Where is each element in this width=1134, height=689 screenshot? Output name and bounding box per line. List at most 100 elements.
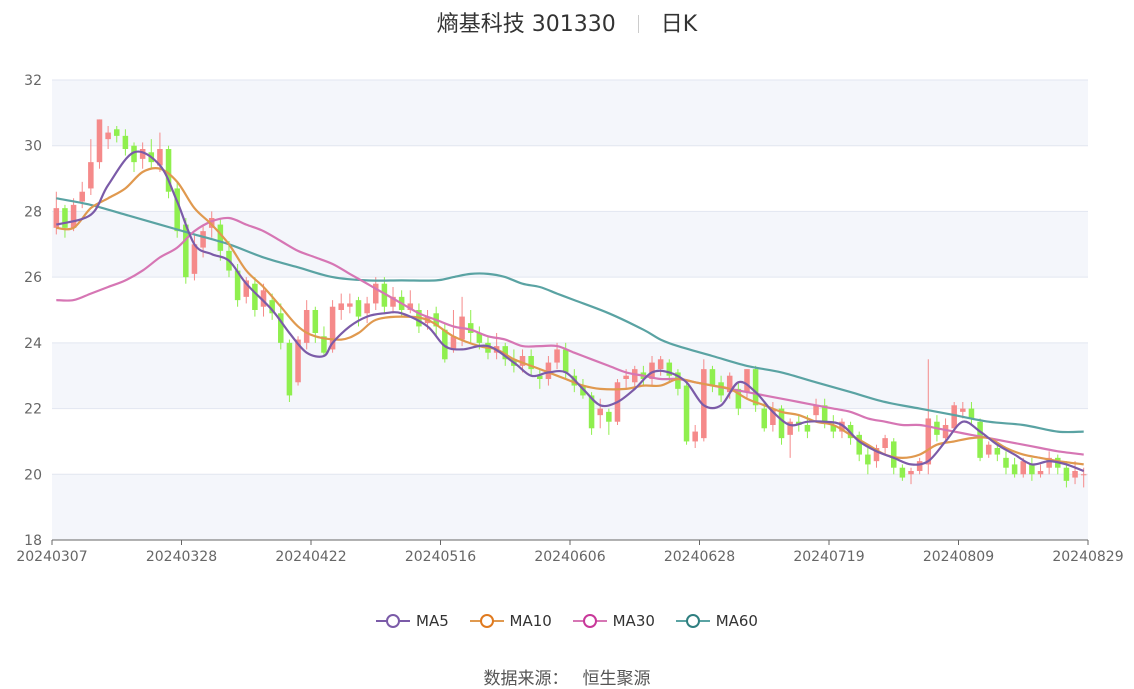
candle-down (286, 339, 293, 402)
candle-body (96, 119, 103, 163)
source-value: 恒生聚源 (582, 669, 651, 689)
candle-down (865, 448, 871, 475)
candle-body (925, 418, 932, 465)
x-tick-label: 20240606 (534, 549, 605, 565)
candle-up (960, 402, 966, 419)
grid-band (52, 474, 1088, 540)
candle-body (916, 461, 923, 471)
candle-up (554, 342, 560, 370)
candle-body (139, 149, 146, 159)
candle-down (183, 218, 189, 284)
candle-body (899, 467, 906, 478)
grid-band (52, 80, 1088, 146)
candle-body (122, 135, 129, 149)
candle-body (269, 300, 275, 314)
candle-body (597, 408, 603, 416)
x-tick-label: 20240628 (664, 549, 735, 565)
candle-body (606, 411, 612, 422)
candle-body (131, 145, 137, 163)
candle-up (631, 365, 638, 389)
candle-body (813, 405, 819, 416)
candle-down (968, 402, 975, 425)
candle-body (580, 385, 586, 396)
ma5-legend-icon (376, 614, 410, 628)
candle-down (537, 369, 543, 389)
candle-body (234, 270, 241, 301)
legend-ma30[interactable]: MA30 (572, 612, 655, 630)
candle-body (554, 349, 560, 363)
candle-body (537, 375, 543, 379)
candle-body (839, 421, 845, 432)
grid-bands (52, 80, 1088, 540)
candle-body (390, 296, 396, 307)
candle-body (960, 408, 966, 412)
legend-ma5[interactable]: MA5 (376, 612, 449, 630)
ma5-line (55, 150, 1085, 473)
candle-body (1072, 471, 1078, 478)
candle-down (856, 431, 862, 462)
candle-body (355, 300, 362, 317)
candle-body (105, 132, 111, 140)
candle-down (675, 369, 681, 396)
candle-up (701, 359, 707, 442)
candle-body (1011, 464, 1018, 475)
candle-body (830, 425, 837, 432)
candle-down (1055, 454, 1061, 475)
moving-average-lines (55, 150, 1085, 473)
candle-down (752, 365, 759, 412)
candle-up (372, 277, 379, 310)
x-tick-label: 20240809 (923, 549, 994, 565)
candle-body (278, 313, 284, 343)
y-tick-label: 30 (24, 139, 42, 155)
candle-down (994, 444, 1001, 462)
candle-body (718, 382, 724, 396)
candle-up (70, 198, 77, 232)
candle-down (1011, 457, 1018, 478)
candle-body (588, 395, 595, 429)
candle-body (286, 342, 293, 396)
candle-body (528, 356, 534, 370)
candle-up (882, 434, 888, 455)
candle-down (899, 464, 906, 481)
candle-body (338, 303, 344, 310)
candle-down (122, 129, 129, 156)
candle-body (545, 362, 552, 379)
candles (53, 119, 1087, 488)
candle-down (217, 218, 224, 261)
candle-down (165, 145, 172, 199)
source-label: 数据来源： (483, 669, 569, 689)
candle-up (649, 356, 655, 386)
legend-ma60[interactable]: MA60 (675, 612, 758, 630)
candle-body (692, 431, 698, 442)
candle-down (606, 408, 612, 435)
candle-up (1072, 461, 1078, 485)
x-axis: 20240307 20240328 20240422 20240516 20240606… (16, 539, 1124, 565)
candle-body (675, 372, 681, 389)
candle-up (1046, 451, 1052, 475)
candle-body (329, 306, 336, 350)
candle-body (701, 369, 707, 439)
candle-body (623, 375, 629, 379)
candle-body (191, 244, 198, 274)
candle-down (278, 303, 284, 350)
candle-body (1037, 471, 1044, 475)
candle-body (519, 356, 526, 366)
candle-down (252, 277, 258, 317)
ma30-legend-icon (572, 614, 607, 628)
candle-down (718, 375, 724, 402)
stock-name: 熵基科技 301330 (436, 12, 616, 37)
candle-down (528, 349, 534, 376)
y-tick-label: 20 (24, 467, 42, 483)
candle-up (813, 398, 819, 422)
candle-body (735, 388, 742, 409)
candle-body (666, 362, 673, 376)
chart-title: 熵基科技 301330 日K (0, 6, 1134, 38)
candle-body (1080, 474, 1087, 476)
period-label[interactable]: 日K (660, 12, 698, 37)
candle-body (252, 283, 258, 310)
legend-ma10[interactable]: MA10 (469, 612, 552, 630)
candle-body (968, 408, 975, 419)
candle-body (381, 283, 388, 307)
candle-down (1003, 451, 1009, 475)
candle-up (303, 300, 310, 350)
